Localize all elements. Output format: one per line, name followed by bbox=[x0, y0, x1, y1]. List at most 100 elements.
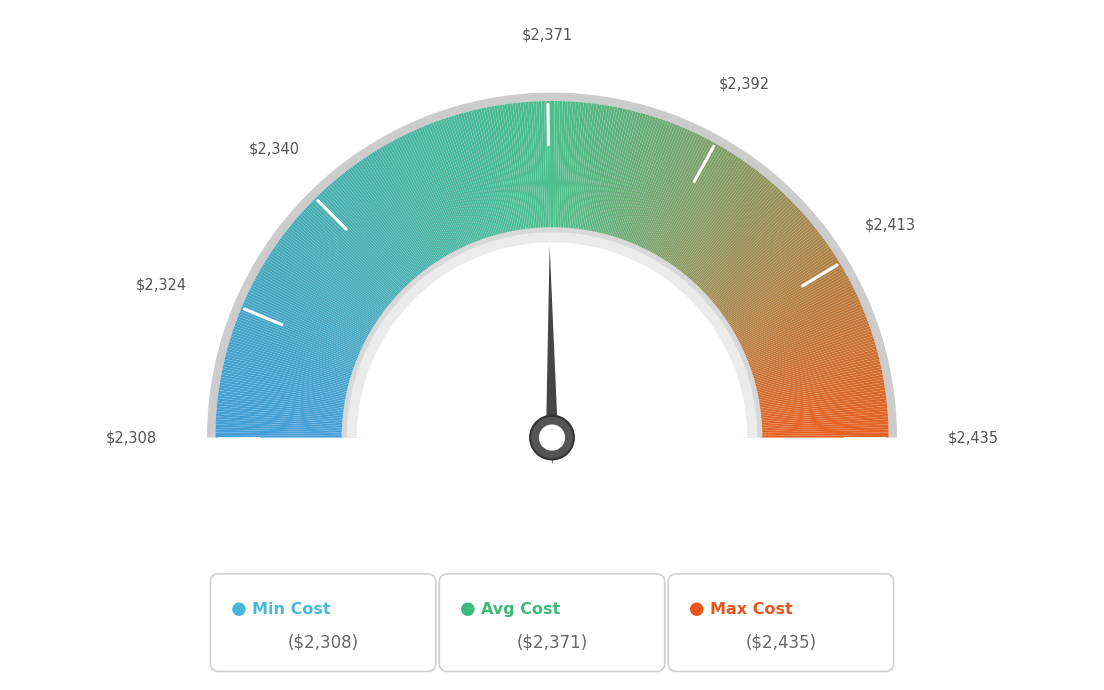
Wedge shape bbox=[248, 290, 364, 347]
Wedge shape bbox=[756, 366, 882, 395]
Wedge shape bbox=[258, 270, 371, 335]
Wedge shape bbox=[707, 211, 803, 298]
Wedge shape bbox=[724, 248, 831, 322]
Wedge shape bbox=[408, 132, 465, 248]
Wedge shape bbox=[539, 101, 545, 229]
Wedge shape bbox=[274, 246, 381, 320]
Wedge shape bbox=[711, 219, 809, 304]
Wedge shape bbox=[689, 184, 775, 281]
Wedge shape bbox=[618, 118, 661, 240]
Wedge shape bbox=[282, 235, 385, 313]
Wedge shape bbox=[607, 113, 644, 237]
Wedge shape bbox=[310, 201, 403, 293]
Text: $2,324: $2,324 bbox=[136, 277, 187, 293]
Wedge shape bbox=[749, 326, 870, 370]
Wedge shape bbox=[757, 380, 884, 403]
Wedge shape bbox=[507, 104, 526, 230]
Wedge shape bbox=[752, 339, 874, 377]
Wedge shape bbox=[757, 382, 884, 405]
Wedge shape bbox=[751, 333, 873, 375]
Wedge shape bbox=[739, 287, 854, 346]
Wedge shape bbox=[546, 101, 551, 229]
Wedge shape bbox=[752, 341, 875, 380]
Wedge shape bbox=[215, 430, 343, 434]
Wedge shape bbox=[544, 101, 549, 229]
Wedge shape bbox=[305, 207, 400, 296]
Wedge shape bbox=[385, 144, 450, 256]
Wedge shape bbox=[631, 126, 683, 246]
Wedge shape bbox=[596, 108, 626, 234]
Wedge shape bbox=[328, 185, 414, 282]
Wedge shape bbox=[587, 106, 613, 233]
Bar bbox=[182, 437, 922, 690]
Wedge shape bbox=[761, 430, 889, 434]
Wedge shape bbox=[688, 181, 773, 280]
Wedge shape bbox=[418, 128, 470, 246]
Wedge shape bbox=[450, 116, 490, 239]
Wedge shape bbox=[368, 155, 438, 263]
Wedge shape bbox=[569, 102, 581, 230]
Wedge shape bbox=[406, 133, 464, 250]
Wedge shape bbox=[343, 172, 424, 274]
Wedge shape bbox=[217, 395, 344, 413]
Wedge shape bbox=[222, 366, 348, 395]
Wedge shape bbox=[246, 294, 363, 351]
Wedge shape bbox=[593, 108, 620, 233]
Wedge shape bbox=[634, 128, 686, 246]
Wedge shape bbox=[590, 106, 615, 233]
Wedge shape bbox=[734, 273, 847, 337]
Wedge shape bbox=[761, 435, 889, 437]
Wedge shape bbox=[627, 124, 676, 244]
Wedge shape bbox=[379, 148, 446, 259]
Wedge shape bbox=[654, 144, 719, 256]
Wedge shape bbox=[241, 306, 360, 357]
Wedge shape bbox=[350, 167, 428, 270]
Wedge shape bbox=[658, 148, 725, 259]
Wedge shape bbox=[754, 354, 879, 387]
Wedge shape bbox=[677, 168, 756, 272]
Wedge shape bbox=[729, 259, 839, 328]
Wedge shape bbox=[616, 117, 658, 239]
Wedge shape bbox=[761, 414, 888, 424]
Wedge shape bbox=[714, 225, 815, 307]
Wedge shape bbox=[348, 168, 427, 272]
Wedge shape bbox=[365, 156, 437, 264]
Wedge shape bbox=[435, 121, 481, 241]
Wedge shape bbox=[223, 362, 349, 392]
Wedge shape bbox=[215, 422, 343, 429]
Wedge shape bbox=[468, 111, 501, 235]
Wedge shape bbox=[220, 385, 346, 406]
Wedge shape bbox=[586, 106, 609, 232]
Wedge shape bbox=[753, 344, 875, 381]
Wedge shape bbox=[566, 102, 578, 230]
Wedge shape bbox=[761, 422, 889, 429]
Wedge shape bbox=[578, 104, 597, 230]
Wedge shape bbox=[215, 419, 343, 428]
Wedge shape bbox=[713, 223, 813, 306]
Wedge shape bbox=[657, 146, 723, 258]
Wedge shape bbox=[252, 282, 367, 343]
Wedge shape bbox=[541, 101, 548, 229]
Wedge shape bbox=[253, 280, 368, 342]
Wedge shape bbox=[227, 346, 351, 382]
Wedge shape bbox=[520, 102, 534, 230]
Wedge shape bbox=[737, 282, 852, 343]
Wedge shape bbox=[402, 135, 460, 251]
Wedge shape bbox=[394, 139, 456, 253]
Wedge shape bbox=[553, 101, 558, 229]
Wedge shape bbox=[603, 111, 636, 235]
Wedge shape bbox=[742, 299, 860, 353]
Wedge shape bbox=[698, 196, 788, 289]
Wedge shape bbox=[693, 190, 783, 286]
Circle shape bbox=[530, 415, 574, 460]
Wedge shape bbox=[757, 375, 883, 400]
Wedge shape bbox=[692, 188, 781, 284]
Wedge shape bbox=[662, 152, 732, 262]
Wedge shape bbox=[304, 209, 399, 297]
Wedge shape bbox=[414, 130, 468, 248]
Wedge shape bbox=[573, 103, 588, 230]
Wedge shape bbox=[431, 123, 478, 243]
Wedge shape bbox=[691, 187, 778, 283]
Wedge shape bbox=[505, 104, 524, 231]
Wedge shape bbox=[208, 92, 896, 437]
